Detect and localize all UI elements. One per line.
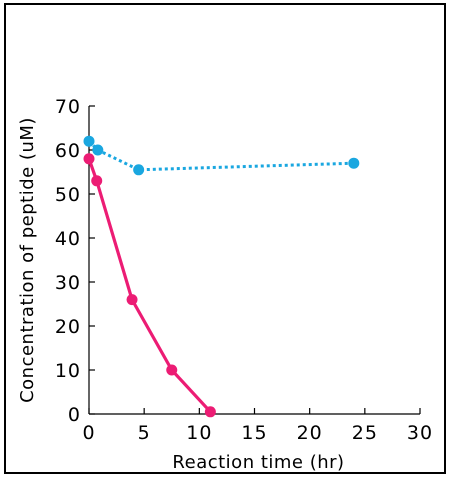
series-1 [83, 153, 216, 418]
data-point [166, 364, 178, 376]
y-tick-label: 50 [55, 184, 81, 206]
data-point [348, 157, 360, 169]
data-point [204, 406, 216, 418]
series-layer [83, 135, 360, 418]
data-point [91, 175, 103, 187]
x-axis-title: Reaction time (hr) [172, 452, 344, 473]
data-point [126, 294, 138, 306]
y-tick-label: 20 [55, 316, 81, 338]
y-tick-label: 40 [55, 228, 81, 250]
y-tick-label: 10 [55, 360, 81, 382]
x-tick-label: 15 [241, 422, 267, 444]
series-2 [83, 135, 360, 176]
x-tick-label: 0 [82, 422, 95, 444]
y-tick-label: 70 [55, 96, 81, 118]
y-tick-label: 30 [55, 272, 81, 294]
x-tick-label: 5 [138, 422, 151, 444]
chart-frame [4, 3, 446, 474]
data-point [92, 144, 104, 156]
axes [88, 106, 420, 415]
ticks [88, 105, 421, 415]
tick-labels: 0 5 10 15 20 25 30 0 10 20 30 40 50 60 70 [55, 96, 433, 444]
series-line [87, 158, 212, 413]
y-axis-title: Concentration of peptide (uM) [17, 117, 38, 403]
x-tick-label: 25 [352, 422, 378, 444]
x-tick-label: 20 [297, 422, 323, 444]
x-tick-label: 30 [407, 422, 433, 444]
y-tick-label: 0 [68, 404, 81, 426]
data-point [83, 153, 95, 165]
series-line [87, 140, 354, 172]
data-point [83, 135, 95, 147]
x-tick-label: 10 [186, 422, 212, 444]
data-point [133, 164, 145, 176]
y-tick-label: 60 [55, 140, 81, 162]
